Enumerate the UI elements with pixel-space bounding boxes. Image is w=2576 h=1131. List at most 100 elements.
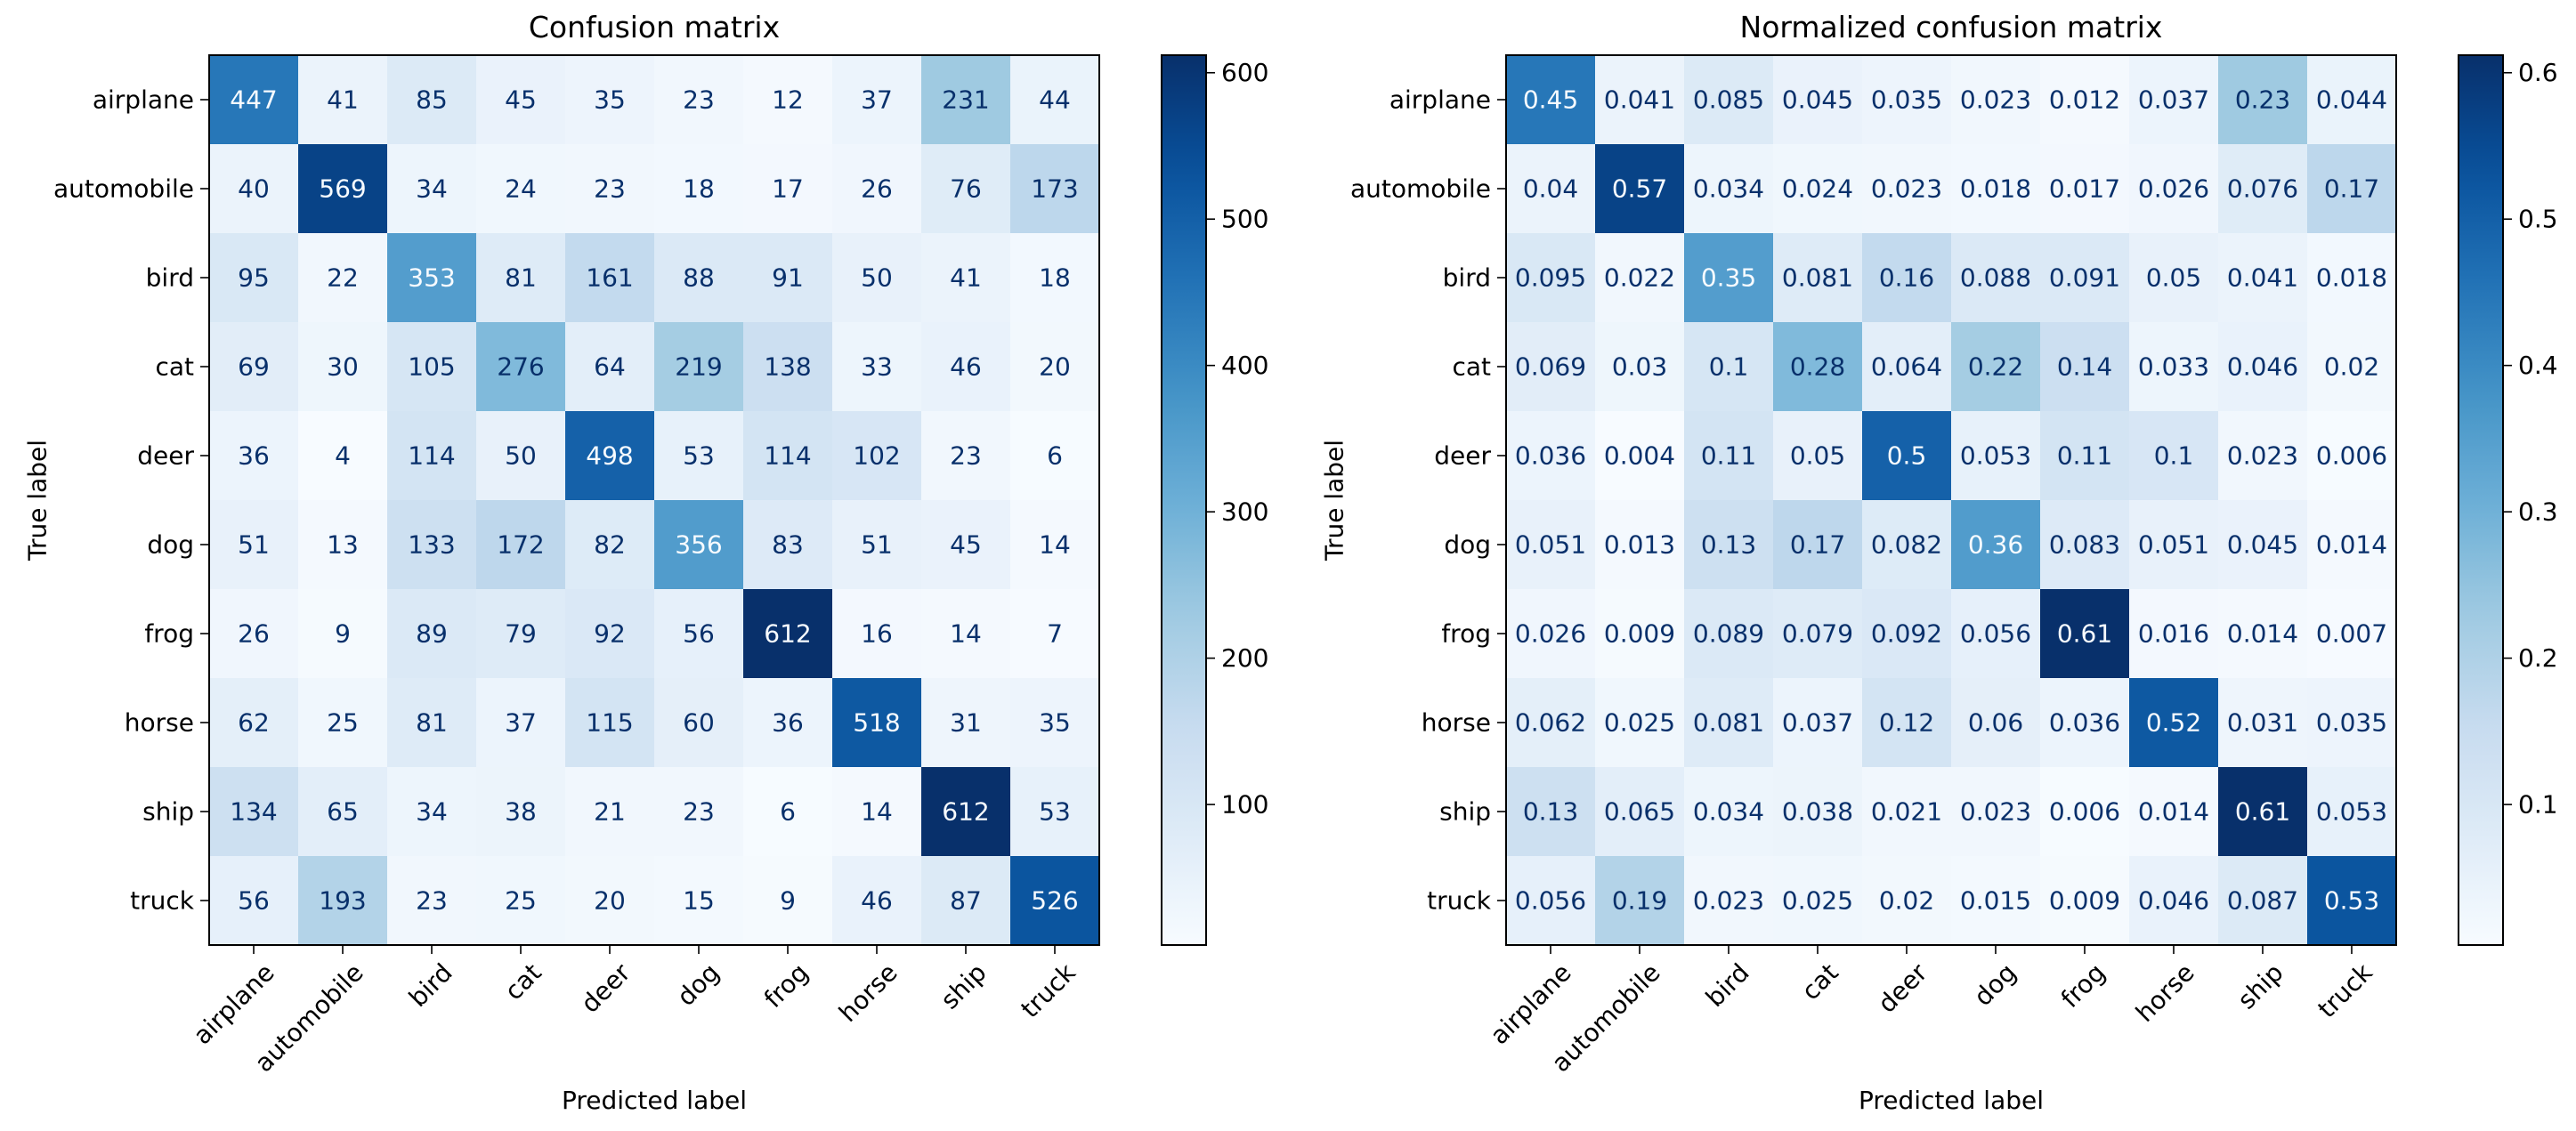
heatmap-cell: [2040, 144, 2130, 234]
heatmap-cell: [2129, 411, 2219, 501]
cell-value-label: 526: [1031, 886, 1078, 916]
heatmap-cell: [654, 856, 744, 946]
heatmap-cell: [1010, 767, 1100, 857]
cell-value-label: 17: [772, 174, 804, 204]
cell-value-label: 0.083: [2049, 530, 2120, 560]
heatmap-cell: [2040, 55, 2130, 145]
cell-value-label: 0.17: [2324, 174, 2379, 204]
cell-value-label: 38: [505, 797, 537, 827]
heatmap-cell: [1506, 322, 1596, 412]
heatmap-cell: [1010, 55, 1100, 145]
cell-value-label: 0.041: [1604, 85, 1675, 115]
heatmap-cell: [1951, 589, 2041, 679]
cell-value-label: 25: [327, 708, 359, 738]
x-tick-label-dog: dog: [671, 957, 725, 1012]
cell-value-label: 0.087: [2227, 886, 2298, 916]
chart-title: Confusion matrix: [529, 10, 780, 44]
y-tick-label-deer: deer: [137, 441, 194, 471]
heatmap-cell: [209, 767, 299, 857]
heatmap-cell: [2307, 678, 2397, 768]
y-axis-label: True label: [23, 440, 53, 561]
cell-value-label: 0.095: [1515, 263, 1586, 293]
heatmap-cell: [1951, 411, 2041, 501]
cell-value-label: 276: [497, 352, 544, 382]
y-tick-label-bird: bird: [1443, 263, 1491, 293]
y-tick-label-horse: horse: [1422, 708, 1491, 738]
heatmap-cell: [832, 500, 922, 590]
heatmap-cell: [2307, 500, 2397, 590]
heatmap-cell: [2129, 678, 2219, 768]
heatmap-cell: [2218, 500, 2308, 590]
x-tick-label-horse: horse: [833, 957, 903, 1028]
cell-value-label: 0.046: [2227, 352, 2298, 382]
heatmap-cell: [1595, 411, 1685, 501]
y-tick-label-ship: ship: [142, 797, 194, 827]
colorbar-tick-label: 0.1: [2518, 790, 2558, 820]
cell-value-label: 0.064: [1871, 352, 1942, 382]
cell-value-label: 0.031: [2227, 708, 2298, 738]
heatmap-cell: [832, 411, 922, 501]
cell-value-label: 0.034: [1693, 174, 1764, 204]
cell-value-label: 45: [505, 85, 537, 115]
heatmap-cell: [2307, 55, 2397, 145]
cell-value-label: 0.57: [1612, 174, 1667, 204]
heatmap-cell: [2218, 144, 2308, 234]
heatmap-cell: [2040, 233, 2130, 323]
cell-value-label: 0.046: [2138, 886, 2209, 916]
cell-value-label: 0.5: [1887, 441, 1927, 471]
cell-value-label: 0.036: [1515, 441, 1586, 471]
cell-value-label: 0.53: [2324, 886, 2379, 916]
heatmap-cell: [832, 144, 922, 234]
cell-value-label: 46: [861, 886, 893, 916]
cell-value-label: 0.11: [2057, 441, 2112, 471]
cell-value-label: 33: [861, 352, 893, 382]
heatmap-cell: [1684, 322, 1774, 412]
heatmap-cell: [1595, 322, 1685, 412]
cell-value-label: 0.024: [1782, 174, 1853, 204]
y-tick-label-dog: dog: [1444, 530, 1491, 560]
heatmap-cell: [565, 233, 655, 323]
heatmap-cell: [2218, 55, 2308, 145]
heatmap-cell: [476, 589, 566, 679]
cell-value-label: 219: [675, 352, 722, 382]
cell-value-label: 21: [594, 797, 626, 827]
cell-value-label: 40: [238, 174, 270, 204]
heatmap-cell: [1506, 500, 1596, 590]
heatmap-cell: [921, 144, 1011, 234]
heatmap-cell: [1862, 589, 1952, 679]
heatmap-cell: [1684, 411, 1774, 501]
heatmap-cell: [832, 589, 922, 679]
x-tick-label-airplane: airplane: [188, 957, 280, 1050]
cell-value-label: 498: [586, 441, 633, 471]
y-tick-label-airplane: airplane: [93, 85, 194, 115]
heatmap-cell: [2040, 411, 2130, 501]
heatmap-cell: [654, 55, 744, 145]
cell-value-label: 353: [408, 263, 455, 293]
heatmap-cell: [1010, 500, 1100, 590]
cell-value-label: 41: [950, 263, 982, 293]
x-tick-label-truck: truck: [1016, 957, 1082, 1024]
cell-value-label: 20: [1039, 352, 1071, 382]
heatmap-cell: [1506, 411, 1596, 501]
heatmap-cell: [921, 233, 1011, 323]
cell-value-label: 31: [950, 708, 982, 738]
heatmap-cell: [921, 678, 1011, 768]
x-axis-label: Predicted label: [1859, 1086, 2044, 1115]
heatmap-cell: [1862, 144, 1952, 234]
cell-value-label: 0.051: [2138, 530, 2209, 560]
cell-value-label: 56: [683, 619, 715, 649]
heatmap-cell: [1506, 856, 1596, 946]
heatmap-cell: [2218, 233, 2308, 323]
cell-value-label: 0.056: [1515, 886, 1586, 916]
cell-value-label: 79: [505, 619, 537, 649]
cell-value-label: 13: [327, 530, 359, 560]
colorbar-tick-label: 300: [1221, 497, 1268, 527]
cell-value-label: 6: [1047, 441, 1063, 471]
cell-value-label: 0.022: [1604, 263, 1675, 293]
heatmap-cell: [565, 767, 655, 857]
heatmap-cell: [298, 767, 388, 857]
y-tick-label-automobile: automobile: [1350, 174, 1491, 204]
cell-value-label: 89: [416, 619, 448, 649]
heatmap-cell: [1773, 411, 1863, 501]
